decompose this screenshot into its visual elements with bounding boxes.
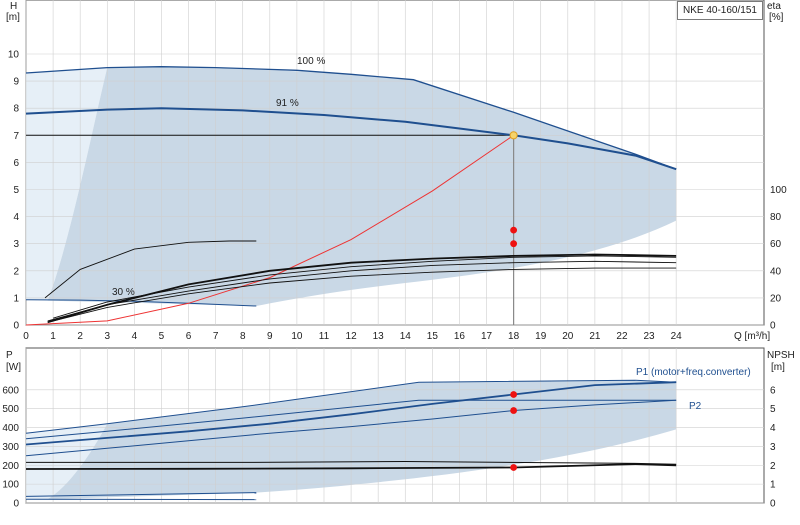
x-tick-label: 18 [508, 331, 520, 342]
legend-p2-label: P2 [689, 401, 702, 412]
y-tick-label: 2 [13, 266, 19, 277]
y2-tick-label: 0 [770, 321, 776, 332]
y-tick-label: 10 [8, 50, 20, 61]
bottom-y-tick-label: 100 [2, 480, 19, 491]
y2-tick-label: 20 [770, 293, 782, 304]
x-tick-label: 0 [23, 331, 29, 342]
y2-axis-label-top: eta [767, 1, 781, 12]
x-tick-label: 6 [186, 331, 192, 342]
bottom-y2-tick-label: 5 [770, 404, 776, 415]
x-tick-label: 1 [50, 331, 56, 342]
x-tick-label: 10 [291, 331, 303, 342]
bottom-y-tick-label: 200 [2, 461, 19, 472]
y-tick-label: 3 [13, 239, 19, 250]
x-tick-label: 7 [213, 331, 219, 342]
y-tick-label: 0 [13, 321, 19, 332]
x-tick-label: 5 [159, 331, 165, 342]
x-tick-label: 13 [373, 331, 385, 342]
x-tick-label: 24 [671, 331, 683, 342]
x-tick-label: 11 [319, 331, 330, 342]
annotation-30-percent: 30 % [112, 287, 135, 298]
x-tick-label: 20 [562, 331, 574, 342]
duty-point-marker [510, 132, 517, 139]
annotation-91-percent: 91 % [276, 98, 299, 109]
bottom-y-tick-label: 500 [2, 404, 19, 415]
y2-axis-unit-top: [%] [769, 12, 784, 23]
bottom-marker-0 [510, 391, 517, 398]
x-tick-label: 3 [104, 331, 110, 342]
y-tick-label: 5 [13, 185, 19, 196]
x-tick-label: 17 [481, 331, 493, 342]
bottom-marker-2 [510, 464, 517, 471]
y-tick-label: 4 [13, 212, 19, 223]
legend-p1-label: P1 (motor+freq.converter) [636, 367, 751, 378]
bottom-marker-1 [510, 407, 517, 414]
x-tick-label: 9 [267, 331, 273, 342]
top-marker-1 [510, 240, 517, 247]
x-tick-label: 12 [346, 331, 358, 342]
bottom-y2-tick-label: 1 [770, 480, 776, 491]
bottom-y-tick-label: 600 [2, 385, 19, 396]
bottom-y2-tick-label: 3 [770, 442, 776, 453]
y2-axis-label-bottom: NPSH [767, 350, 795, 361]
x-tick-label: 23 [644, 331, 656, 342]
y2-tick-label: 60 [770, 239, 782, 250]
y-axis-unit-top: [m] [6, 12, 20, 23]
bottom-y2-tick-label: 0 [770, 499, 776, 510]
x-tick-label: 2 [77, 331, 83, 342]
bottom-y2-tick-label: 2 [770, 461, 776, 472]
y-tick-label: 9 [13, 77, 19, 88]
x-tick-label: 19 [535, 331, 547, 342]
bottom-y-tick-label: 400 [2, 423, 19, 434]
y-tick-label: 8 [13, 104, 19, 115]
y-axis-label-top: H [10, 1, 17, 12]
bottom-y-tick-label: 300 [2, 442, 19, 453]
x-tick-label: 21 [589, 331, 601, 342]
bottom-y-tick-label: 0 [13, 499, 19, 510]
y-tick-label: 7 [13, 131, 19, 142]
bottom-y2-tick-label: 6 [770, 385, 776, 396]
y2-tick-label: 100 [770, 185, 787, 196]
y2-tick-label: 40 [770, 266, 782, 277]
x-axis-label: Q [m³/h] [734, 331, 770, 342]
y-tick-label: 6 [13, 158, 19, 169]
x-tick-label: 22 [616, 331, 628, 342]
y-axis-label-bottom: P [6, 350, 13, 361]
annotation-100-percent: 100 % [297, 56, 325, 67]
x-tick-label: 4 [132, 331, 138, 342]
y2-axis-unit-bottom: [m] [771, 362, 785, 373]
chart-title: NKE 40-160/151 [677, 1, 763, 20]
y2-tick-label: 80 [770, 212, 782, 223]
top-marker-0 [510, 227, 517, 234]
y-tick-label: 1 [13, 293, 19, 304]
x-tick-label: 15 [427, 331, 439, 342]
y-axis-unit-bottom: [W] [6, 362, 21, 373]
x-tick-label: 14 [400, 331, 412, 342]
x-tick-label: 8 [240, 331, 246, 342]
bottom-y2-tick-label: 4 [770, 423, 776, 434]
x-tick-label: 16 [454, 331, 466, 342]
